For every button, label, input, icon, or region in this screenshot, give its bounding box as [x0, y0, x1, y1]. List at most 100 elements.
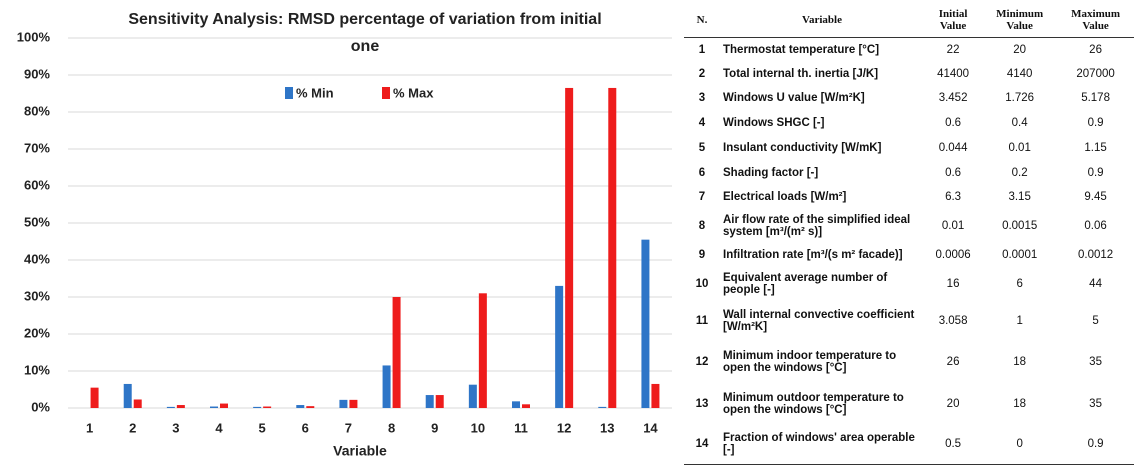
variable-cell: Minimum indoor temperature to open the w…: [723, 349, 897, 374]
value-cell: 3.452: [938, 92, 968, 104]
table-row: 2 Total internal th. inertia [J/K] 41400 41…: [684, 62, 1134, 86]
bar: [263, 406, 272, 408]
table-row: 13 Minimum outdoor temperature to open th…: [684, 383, 1134, 425]
y-tick-label: 50%: [24, 214, 50, 229]
x-tick-label: 12: [557, 420, 571, 435]
bar: [90, 387, 99, 408]
value-cell: 3.058: [938, 314, 968, 327]
bar: [123, 383, 132, 408]
y-tick-label: 0%: [31, 399, 50, 414]
x-tick-label: 6: [302, 420, 309, 435]
column-header: Initial Value: [924, 3, 983, 38]
value-cell: 11: [695, 314, 709, 327]
legend-swatch: [285, 87, 293, 99]
table-row: 5 Insulant conductivity [W/mK] 0.044 0.01 1.…: [684, 136, 1134, 161]
chart-title: Sensitivity Analysis: RMSD percentage of…: [128, 11, 601, 55]
variable-cell: Windows U value [W/m²K]: [723, 92, 865, 104]
x-tick-label: 10: [471, 420, 485, 435]
column-header: Minimum Value: [982, 3, 1058, 38]
bar: [392, 297, 401, 408]
value-cell: 8: [698, 219, 706, 232]
variable-cell: Thermostat temperature [°C]: [723, 43, 880, 56]
bar: [382, 365, 391, 408]
variable-cell: Infiltration rate [m³/(s m² facade)]: [723, 248, 903, 261]
table-row: 1 Thermostat temperature [°C] 22 20 26: [684, 38, 1134, 62]
bar: [435, 395, 444, 408]
bar: [296, 405, 305, 408]
value-cell: 1.15: [1084, 142, 1107, 154]
bar: [133, 399, 142, 408]
y-tick-label: 80%: [24, 103, 50, 118]
variable-cell: Windows SHGC [-]: [723, 117, 825, 129]
value-cell: 6: [698, 166, 706, 179]
bar: [522, 404, 530, 408]
legend-swatch: [382, 87, 390, 99]
legend-label: % Max: [393, 85, 434, 100]
x-tick-label: 7: [345, 420, 352, 435]
table-row: 14 Fraction of windows' area operable [-]…: [684, 424, 1134, 465]
variable-cell: Insulant conductivity [W/mK]: [723, 142, 882, 154]
value-cell: 0.01: [941, 219, 965, 232]
column-header: Variable: [720, 3, 924, 38]
value-cell: 44: [1089, 277, 1102, 290]
x-tick-label: 8: [388, 420, 395, 435]
value-cell: 3.15: [1008, 190, 1031, 203]
x-tick-label: 5: [259, 420, 266, 435]
variable-cell: Minimum outdoor temperature to open the …: [723, 391, 904, 416]
bar: [166, 406, 175, 408]
value-cell: 0: [982, 424, 1058, 465]
x-tick-label: 2: [129, 420, 136, 435]
value-cell: 16: [946, 277, 960, 290]
variable-cell: Air flow rate of the simplified ideal sy…: [723, 213, 911, 238]
bar: [598, 406, 607, 408]
bar: [468, 384, 477, 408]
legend-label: % Min: [296, 85, 334, 100]
x-tick-label: 1: [86, 420, 93, 435]
value-cell: 0.9: [1057, 424, 1134, 465]
header-row: N. Variable Initial Value Minimum Value Maxi…: [684, 3, 1134, 38]
value-cell: 7: [698, 190, 706, 203]
table-row: 6 Shading factor [-] 0.6 0.2 0.9: [684, 161, 1134, 185]
bar: [339, 399, 348, 408]
value-cell: 207000: [1076, 67, 1115, 80]
value-cell: 4140: [1006, 67, 1033, 80]
table-row: 9 Infiltration rate [m³/(s m² facade)] 0.0…: [684, 243, 1134, 267]
value-cell: 3: [698, 92, 706, 104]
table-row: 11 Wall internal convective coefficient […: [684, 301, 1134, 341]
value-cell: 18: [1013, 355, 1027, 368]
x-tick-label: 4: [215, 420, 223, 435]
y-tick-label: 60%: [24, 177, 50, 192]
bar: [425, 395, 434, 408]
value-cell: 4: [698, 117, 706, 129]
value-cell: 1.726: [1005, 92, 1035, 104]
value-cell: 14: [684, 424, 720, 465]
y-tick-label: 20%: [24, 325, 50, 340]
value-cell: 0.2: [1011, 166, 1028, 179]
table-row: 4 Windows SHGC [-] 0.6 0.4 0.9: [684, 111, 1134, 136]
value-cell: 0.0012: [1077, 248, 1114, 261]
value-cell: 20: [1013, 43, 1027, 56]
value-cell: 0.044: [938, 142, 968, 154]
bar: [565, 87, 574, 408]
value-cell: 0.0001: [1002, 248, 1038, 261]
value-cell: 5: [1092, 314, 1099, 327]
value-cell: 35: [1089, 397, 1102, 410]
bar: [349, 399, 358, 408]
value-cell: 0.01: [1008, 142, 1031, 154]
bar: [220, 403, 228, 408]
bar: [608, 87, 617, 408]
x-tick-label: 11: [514, 420, 528, 435]
variables-table: N. Variable Initial Value Minimum Value Maxi…: [684, 3, 1134, 465]
bar: [210, 406, 218, 408]
value-cell: 0.9: [1087, 166, 1104, 179]
value-cell: 26: [946, 355, 960, 368]
variable-cell: Wall internal convective coefficient [W/…: [723, 308, 915, 333]
value-cell: 22: [946, 43, 960, 56]
x-tick-label: 13: [600, 420, 614, 435]
bar: [555, 285, 564, 408]
y-tick-label: 100%: [17, 29, 51, 44]
bar: [306, 406, 315, 408]
y-tick-label: 70%: [24, 140, 50, 155]
value-cell: 0.9: [1087, 117, 1104, 129]
